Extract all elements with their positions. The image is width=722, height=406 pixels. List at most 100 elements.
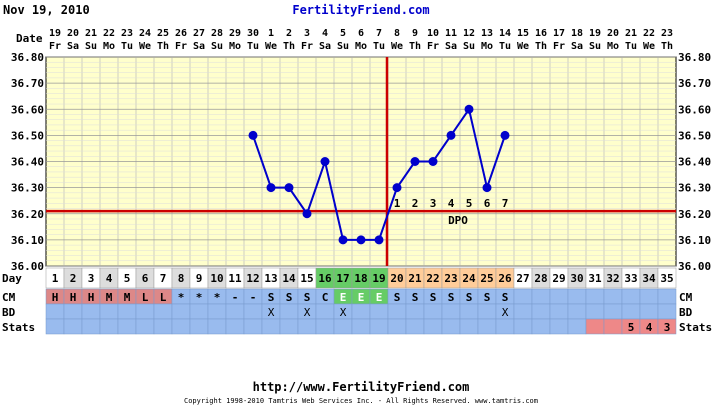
site-title: FertilityFriend.com [292, 3, 429, 17]
weekday-label: Sa [193, 41, 205, 52]
dpo-label: 3 [430, 197, 437, 210]
y-tick-label-right: 36.70 [678, 77, 711, 90]
date-row: 19Fr20Sa21Su22Mo23Tu24We25Th26Fr27Sa28Su… [49, 28, 673, 52]
date-label: 28 [211, 28, 223, 39]
date-label: 7 [376, 28, 382, 39]
date-label: 1 [268, 28, 274, 39]
weekday-label: Tu [121, 41, 133, 52]
weekday-label: Tu [499, 41, 511, 52]
stats-cell [369, 318, 389, 335]
weekday-label: Sa [571, 41, 583, 52]
weekday-label: Su [85, 41, 97, 52]
weekday-label: Th [409, 41, 421, 52]
cm-cell [567, 288, 587, 305]
bd-cell [171, 303, 191, 320]
date-label: 12 [463, 28, 475, 39]
day-number: 15 [300, 272, 313, 285]
bd-cell [387, 303, 407, 320]
weekday-label: Su [463, 41, 475, 52]
day-number: 27 [516, 272, 529, 285]
date-label: 22 [643, 28, 655, 39]
cm-value: S [466, 291, 473, 304]
footer-url[interactable]: http://www.FertilityFriend.com [253, 380, 470, 394]
cm-value: * [196, 291, 203, 304]
date-label: 6 [358, 28, 364, 39]
date-label: 30 [247, 28, 259, 39]
weekday-label: We [391, 41, 403, 52]
date-label: 24 [139, 28, 151, 39]
date-row-label: Date [16, 32, 43, 45]
day-number: 4 [106, 272, 113, 285]
stats-cell [261, 318, 281, 335]
bd-cell [639, 303, 659, 320]
bd-cell [207, 303, 227, 320]
y-tick-label-left: 36.60 [11, 103, 44, 116]
day-number: 6 [142, 272, 149, 285]
temperature-point [464, 104, 474, 114]
stats-cell [243, 318, 263, 335]
bd-cell [243, 303, 263, 320]
cm-value: S [268, 291, 275, 304]
temperature-point [320, 157, 330, 166]
day-number: 16 [318, 272, 332, 285]
temperature-point [392, 183, 402, 193]
cm-value: M [124, 291, 131, 304]
day-number: 25 [480, 272, 493, 285]
date-label: 16 [535, 28, 547, 39]
stats-cell [657, 318, 677, 335]
bd-cell [423, 303, 443, 320]
temperature-point [482, 183, 492, 193]
date-label: 26 [175, 28, 187, 39]
day-number: 9 [196, 272, 203, 285]
bd-row-label-right: BD [679, 306, 693, 319]
day-number: 19 [372, 272, 385, 285]
date-label: 21 [625, 28, 637, 39]
date-label: 23 [661, 28, 673, 39]
date-label: 21 [85, 28, 97, 39]
bd-cell [513, 303, 533, 320]
date-label: 20 [67, 28, 79, 39]
cm-value: E [340, 291, 347, 304]
weekday-label: Tu [373, 41, 385, 52]
temperature-point [266, 183, 276, 193]
day-number: 33 [624, 272, 637, 285]
bd-cell [657, 303, 677, 320]
y-tick-label-right: 36.50 [678, 129, 711, 142]
footer-copyright: Copyright 1998-2010 Tamtris Web Services… [184, 397, 538, 405]
cm-value: E [358, 291, 365, 304]
cm-value: S [484, 291, 491, 304]
bd-cell [549, 303, 569, 320]
stats-cell [585, 318, 605, 335]
cm-value: H [88, 291, 95, 304]
day-number: 13 [264, 272, 277, 285]
bd-cell [189, 303, 209, 320]
weekday-label: Fr [175, 41, 187, 52]
stats-cell [225, 318, 245, 335]
cm-value: H [52, 291, 59, 304]
bd-cell [225, 303, 245, 320]
day-number: 24 [462, 272, 476, 285]
stats-cell [513, 318, 533, 335]
bd-cell [81, 303, 101, 320]
y-tick-label-left: 36.10 [11, 234, 44, 247]
stats-row-label-right: Stats [679, 321, 712, 334]
cm-value: S [304, 291, 311, 304]
bd-value: X [340, 306, 347, 319]
weekday-label: Sa [445, 41, 457, 52]
day-row-label: Day [2, 272, 22, 285]
stats-cell [81, 318, 101, 335]
bd-cell [135, 303, 155, 320]
stats-cell [207, 318, 227, 335]
y-tick-label-right: 36.00 [678, 260, 711, 273]
dpo-label: 7 [502, 197, 509, 210]
date-label: 29 [229, 28, 241, 39]
dpo-caption: DPO [448, 214, 468, 227]
y-tick-label-left: 36.40 [11, 156, 44, 169]
y-tick-label-left: 36.80 [11, 51, 44, 64]
temperature-point [500, 130, 510, 140]
day-number: 8 [178, 272, 185, 285]
y-tick-label-left: 36.30 [11, 182, 44, 195]
date-label: 19 [49, 28, 61, 39]
temperature-point [446, 130, 456, 140]
